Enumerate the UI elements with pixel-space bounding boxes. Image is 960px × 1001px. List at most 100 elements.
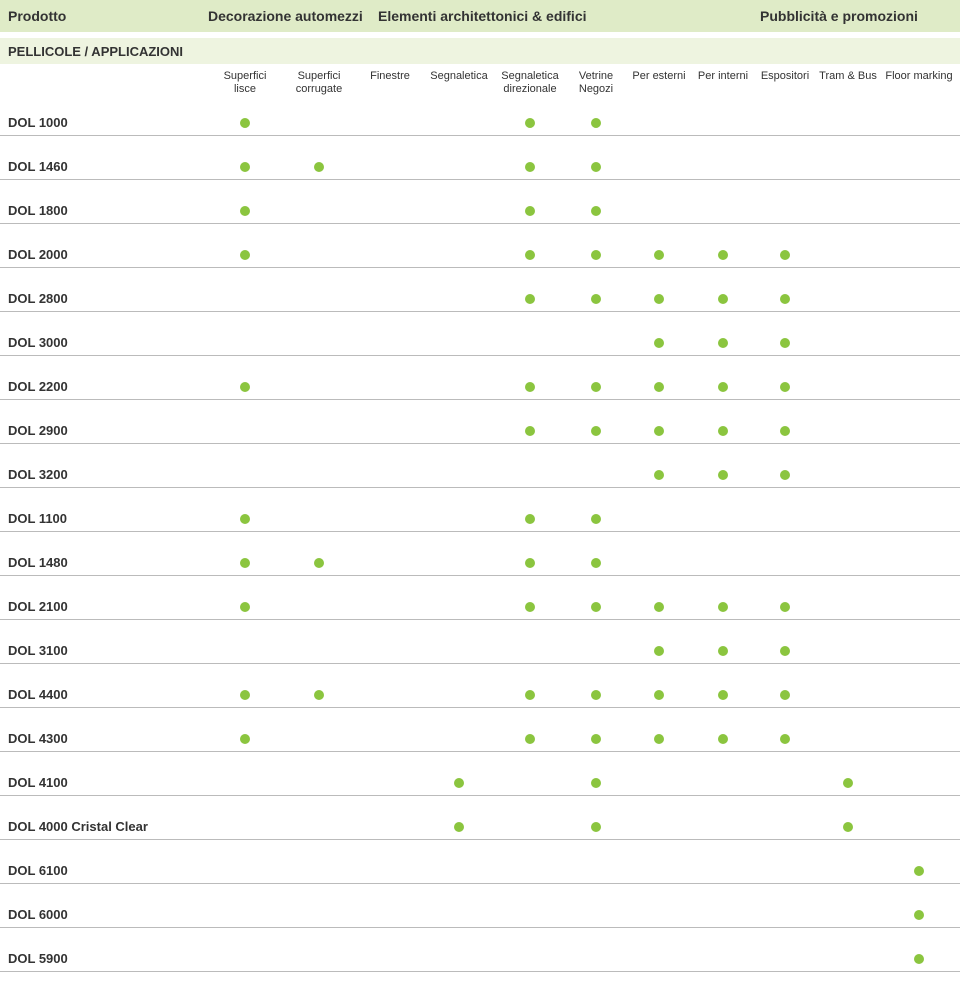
table-cell [282, 418, 356, 443]
table-cell [282, 594, 356, 619]
dot-icon [454, 822, 464, 832]
table-cell [754, 330, 816, 355]
table-cell [692, 858, 754, 883]
table-cell [424, 198, 494, 223]
product-name: DOL 5900 [0, 951, 208, 966]
table-cell [208, 726, 282, 751]
column-header-line1: Per interni [692, 70, 754, 83]
table-cell [424, 286, 494, 311]
table-cell [424, 506, 494, 531]
table-cell [208, 682, 282, 707]
product-name: DOL 4100 [0, 775, 208, 790]
dot-icon [525, 294, 535, 304]
table-cell [754, 286, 816, 311]
product-name: DOL 1480 [0, 555, 208, 570]
dot-icon [591, 778, 601, 788]
dot-icon [914, 910, 924, 920]
table-cell [424, 858, 494, 883]
table-cell [754, 814, 816, 839]
dot-icon [718, 426, 728, 436]
dot-icon [591, 514, 601, 524]
dot-icon [780, 734, 790, 744]
dot-icon [240, 250, 250, 260]
dot-icon [718, 602, 728, 612]
table-cell [424, 242, 494, 267]
table-cell [424, 638, 494, 663]
dot-icon [780, 646, 790, 656]
table-cell [880, 374, 958, 399]
table-cell [626, 154, 692, 179]
table-cell [208, 946, 282, 971]
table-cell [494, 902, 566, 927]
table-cell [880, 858, 958, 883]
table-cell [880, 154, 958, 179]
table-row: DOL 1460 [0, 154, 960, 180]
dot-icon [591, 822, 601, 832]
dot-icon [780, 250, 790, 260]
table-cell [566, 594, 626, 619]
column-header-line1: Segnaletica [424, 70, 494, 83]
table-cell [282, 550, 356, 575]
dot-icon [654, 646, 664, 656]
table-cell [494, 462, 566, 487]
table-cell [282, 638, 356, 663]
dot-icon [240, 118, 250, 128]
table-cell [494, 154, 566, 179]
product-name: DOL 2200 [0, 379, 208, 394]
table-cell [880, 682, 958, 707]
dot-icon [240, 206, 250, 216]
table-cell [282, 902, 356, 927]
table-cell [424, 770, 494, 795]
dot-icon [780, 690, 790, 700]
table-cell [754, 902, 816, 927]
table-row: DOL 2100 [0, 594, 960, 620]
dot-icon [843, 822, 853, 832]
dot-icon [591, 162, 601, 172]
dot-icon [240, 514, 250, 524]
column-header: Tram & Bus [816, 70, 880, 96]
table-cell [626, 814, 692, 839]
column-header-line1: Espositori [754, 70, 816, 83]
table-row: DOL 4100 [0, 770, 960, 796]
table-cell [692, 330, 754, 355]
dot-icon [525, 514, 535, 524]
table-cell [816, 682, 880, 707]
table-cell [754, 858, 816, 883]
table-cell [494, 198, 566, 223]
table-cell [626, 110, 692, 135]
dot-icon [718, 338, 728, 348]
column-header: Finestre [356, 70, 424, 96]
table-cell [424, 330, 494, 355]
dot-icon [654, 338, 664, 348]
table-cell [494, 418, 566, 443]
dot-icon [525, 382, 535, 392]
dot-icon [314, 690, 324, 700]
table-cell [494, 110, 566, 135]
column-header: Superficicorrugate [282, 70, 356, 96]
table-cell [566, 242, 626, 267]
dot-icon [525, 690, 535, 700]
table-cell [626, 594, 692, 619]
table-cell [880, 638, 958, 663]
table-cell [816, 858, 880, 883]
table-cell [754, 242, 816, 267]
table-cell [282, 726, 356, 751]
dot-icon [240, 690, 250, 700]
table-cell [208, 462, 282, 487]
dot-icon [525, 206, 535, 216]
table-cell [566, 550, 626, 575]
table-cell [880, 506, 958, 531]
dot-icon [654, 426, 664, 436]
column-header: Segnaleticadirezionale [494, 70, 566, 96]
dot-icon [240, 382, 250, 392]
column-header: Floor marking [880, 70, 958, 96]
table-cell [424, 682, 494, 707]
table-cell [494, 286, 566, 311]
product-name: DOL 2100 [0, 599, 208, 614]
table-row: DOL 2200 [0, 374, 960, 400]
table-row: DOL 2800 [0, 286, 960, 312]
table-cell [208, 374, 282, 399]
table-cell [356, 814, 424, 839]
table-cell [754, 418, 816, 443]
dot-icon [914, 954, 924, 964]
